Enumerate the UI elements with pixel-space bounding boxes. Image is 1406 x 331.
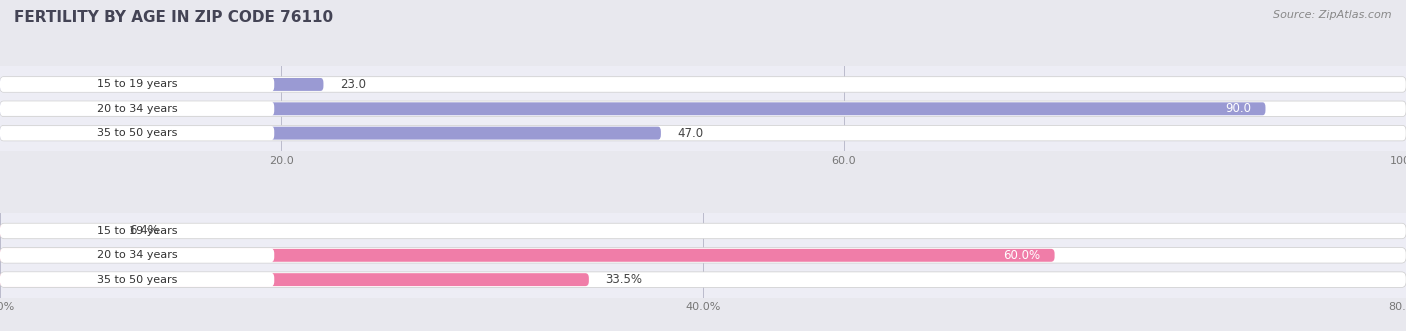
FancyBboxPatch shape <box>0 77 1406 92</box>
Text: 15 to 19 years: 15 to 19 years <box>97 226 177 236</box>
FancyBboxPatch shape <box>0 273 589 286</box>
FancyBboxPatch shape <box>0 102 1265 115</box>
FancyBboxPatch shape <box>0 248 1406 263</box>
Text: 35 to 50 years: 35 to 50 years <box>97 128 177 138</box>
FancyBboxPatch shape <box>0 77 274 91</box>
Text: 15 to 19 years: 15 to 19 years <box>97 79 177 89</box>
Text: FERTILITY BY AGE IN ZIP CODE 76110: FERTILITY BY AGE IN ZIP CODE 76110 <box>14 10 333 25</box>
FancyBboxPatch shape <box>0 223 1406 239</box>
FancyBboxPatch shape <box>0 249 1054 262</box>
FancyBboxPatch shape <box>0 248 274 262</box>
FancyBboxPatch shape <box>0 127 661 140</box>
FancyBboxPatch shape <box>0 101 1406 117</box>
FancyBboxPatch shape <box>0 78 323 91</box>
FancyBboxPatch shape <box>0 272 1406 287</box>
FancyBboxPatch shape <box>0 102 274 116</box>
Text: 47.0: 47.0 <box>678 127 704 140</box>
Text: 23.0: 23.0 <box>340 78 366 91</box>
Text: 60.0%: 60.0% <box>1004 249 1040 262</box>
Text: Source: ZipAtlas.com: Source: ZipAtlas.com <box>1274 10 1392 20</box>
Text: 33.5%: 33.5% <box>606 273 643 286</box>
Text: 6.4%: 6.4% <box>129 224 159 237</box>
FancyBboxPatch shape <box>0 126 274 140</box>
Text: 90.0: 90.0 <box>1226 102 1251 115</box>
FancyBboxPatch shape <box>0 224 274 238</box>
FancyBboxPatch shape <box>0 125 1406 141</box>
FancyBboxPatch shape <box>0 224 112 237</box>
Text: 35 to 50 years: 35 to 50 years <box>97 275 177 285</box>
Text: 20 to 34 years: 20 to 34 years <box>97 250 177 260</box>
Text: 20 to 34 years: 20 to 34 years <box>97 104 177 114</box>
FancyBboxPatch shape <box>0 273 274 287</box>
